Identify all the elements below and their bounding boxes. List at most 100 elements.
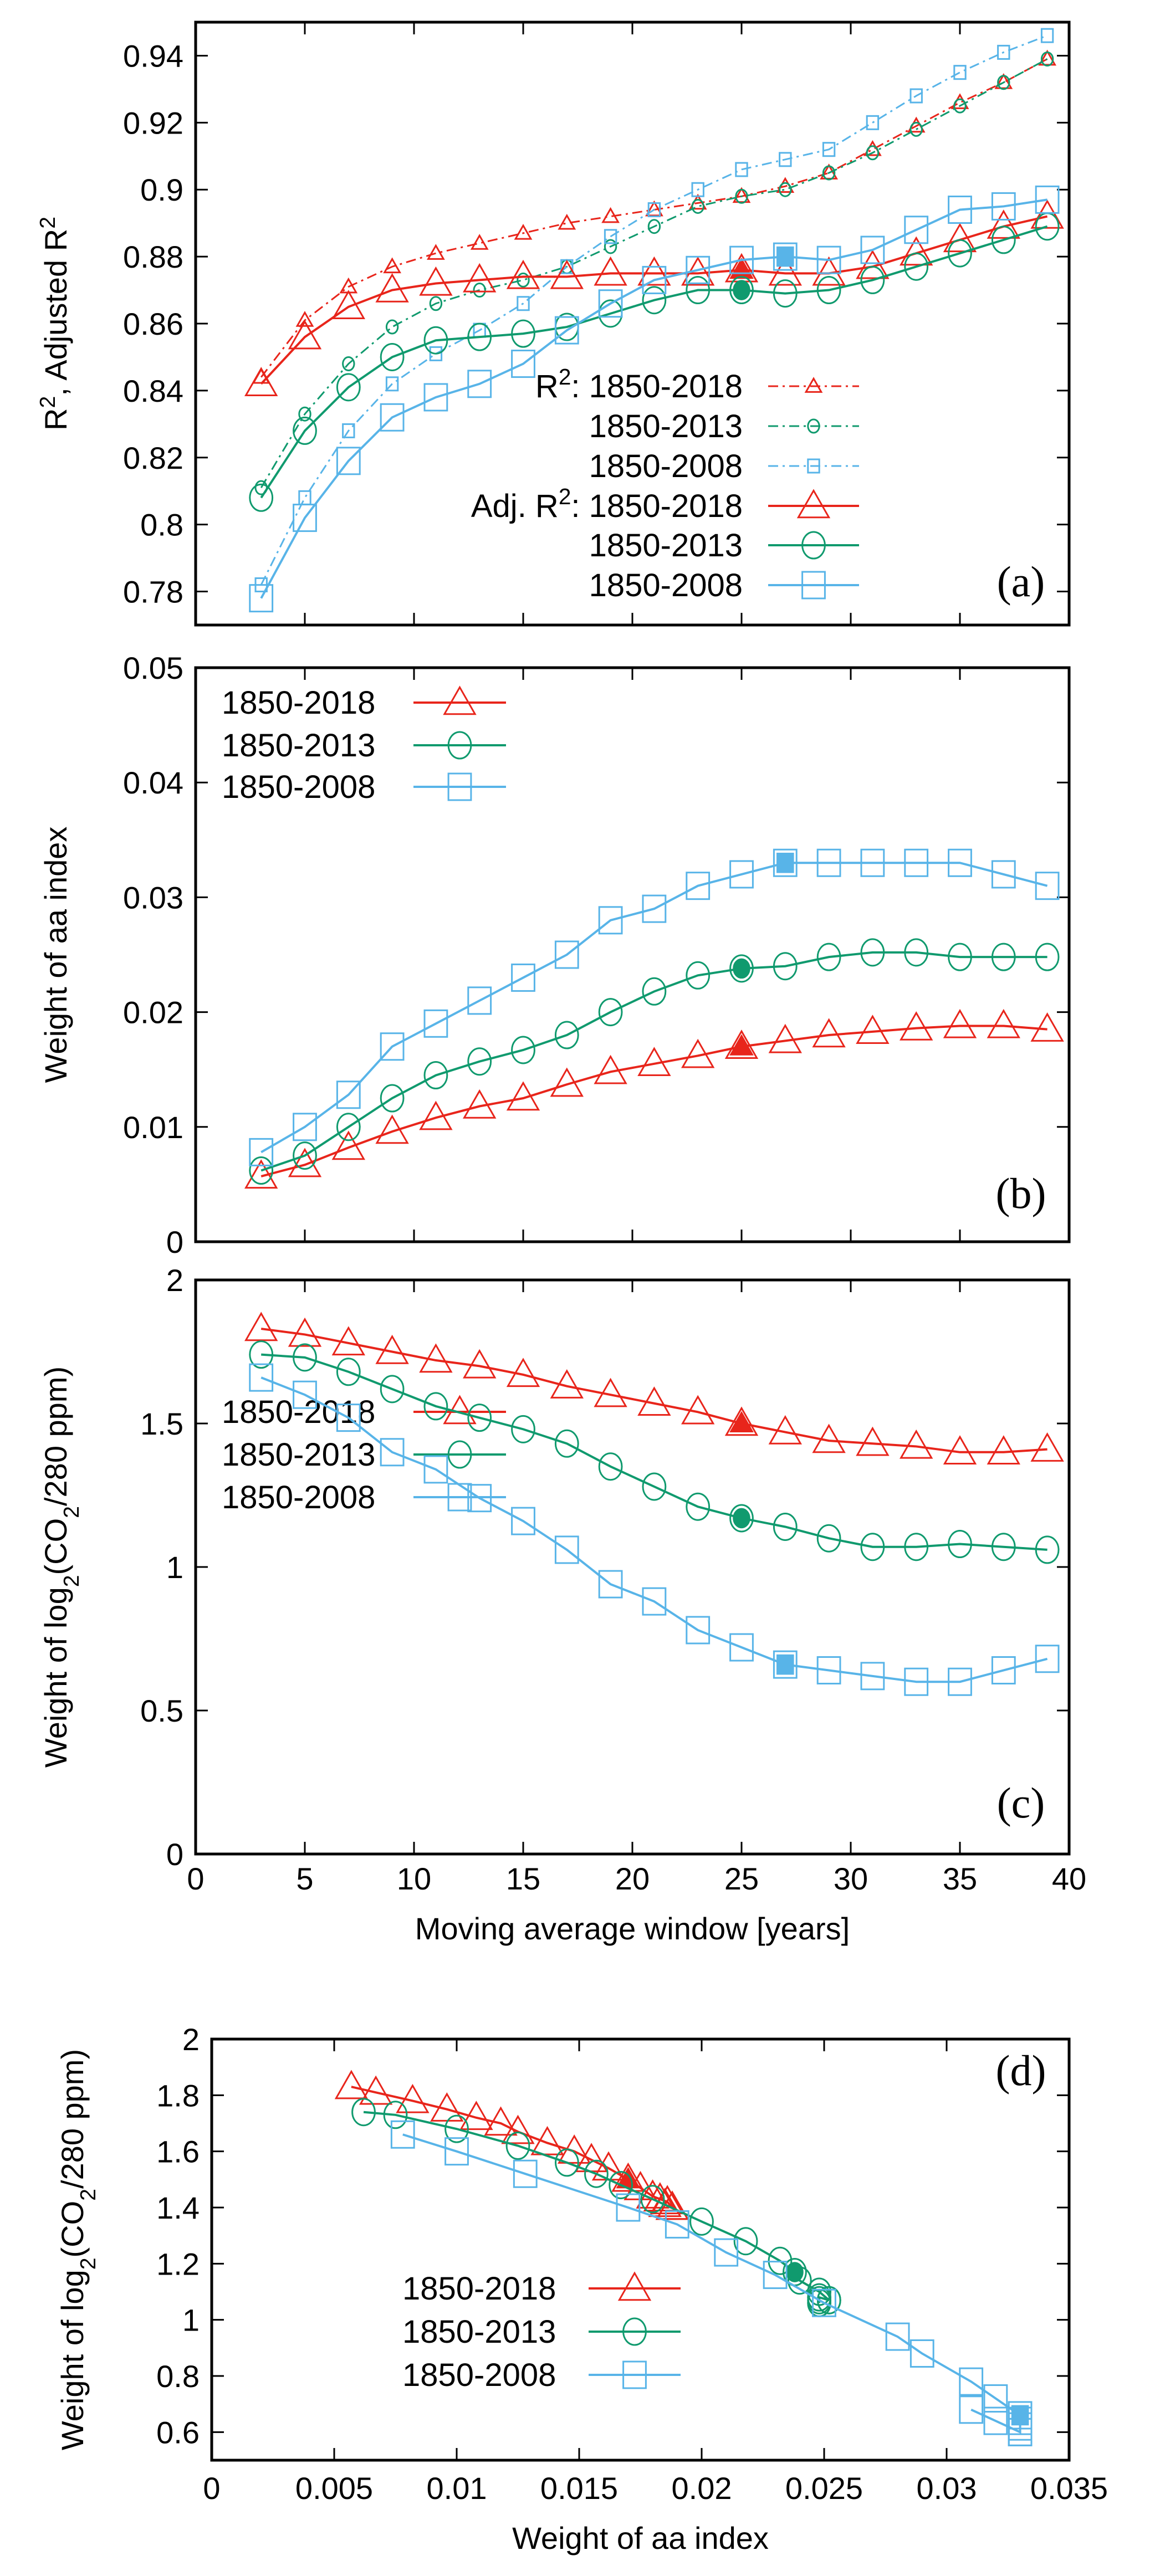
data-point [648, 2188, 682, 2217]
data-point [991, 860, 1016, 889]
y-tick-label: 0 [166, 1837, 183, 1872]
data-point [429, 346, 443, 361]
data-point [511, 1415, 535, 1443]
label-part: /280 ppm) [38, 1366, 73, 1506]
y-tick-label: 0.84 [123, 373, 183, 408]
label-part: Weight of log [55, 2270, 90, 2450]
legend-entry: 1850-2013 [222, 1437, 506, 1473]
data-point [467, 1047, 492, 1076]
legend-entry: 1850-2018 [222, 1394, 506, 1430]
data-point [735, 188, 748, 204]
y-axis-label: R2, Adjusted R2 [36, 217, 74, 431]
data-point [293, 1141, 317, 1170]
data-point [616, 2193, 641, 2222]
y-tick-label: 1.5 [140, 1406, 183, 1441]
legend-series-name: 1850-2018 [589, 488, 743, 524]
label-part: 2 [76, 2189, 100, 2201]
legend-marker [801, 531, 826, 560]
data-point [293, 1113, 317, 1141]
data-point [860, 235, 885, 264]
y-tick-label: 0.01 [123, 1110, 183, 1145]
data-point [598, 1570, 623, 1599]
series-1850-2018-0 [244, 1312, 1064, 1464]
data-point [681, 1038, 715, 1068]
data-point [380, 1375, 405, 1404]
y-axis-label: Weight of log2(CO2/280 ppm) [55, 2049, 100, 2450]
legend-series-name: 1850-2008 [589, 448, 743, 484]
data-point [816, 848, 841, 877]
data-point [390, 2120, 415, 2149]
data-point [550, 1067, 584, 1097]
series-1850-2008-2 [390, 2120, 1033, 2446]
data-point [288, 1148, 322, 1177]
data-point [637, 1386, 671, 1416]
series-1850-2018-3 [244, 199, 1064, 396]
panel-label: (d) [996, 2046, 1046, 2094]
data-point [380, 403, 405, 432]
y-tick-label: 1 [182, 2303, 200, 2338]
data-point [604, 229, 617, 244]
data-point [513, 2159, 538, 2188]
data-point [787, 2266, 812, 2295]
y-tick-label: 0.82 [123, 441, 183, 475]
legend-marker [622, 2360, 647, 2389]
data-point [900, 236, 933, 266]
data-point [953, 65, 967, 80]
x-tick-label: 0.035 [1030, 2471, 1108, 2506]
legend-marker [807, 418, 820, 434]
data-point [885, 2322, 910, 2351]
data-point [550, 1369, 584, 1399]
legend-prefix: R [535, 368, 559, 404]
x-tick-label: 0 [187, 1861, 204, 1896]
data-point [900, 1011, 933, 1041]
data-point-highlighted [733, 280, 750, 300]
data-point [511, 1507, 535, 1535]
data-point [773, 1512, 798, 1541]
data-point [1038, 49, 1056, 66]
data-point [642, 977, 667, 1006]
label-part: /280 ppm) [55, 2049, 90, 2189]
series-1850-2013-1 [249, 938, 1060, 1185]
data-point [1040, 51, 1054, 66]
data-point [812, 256, 846, 286]
data-point [594, 256, 627, 286]
data-point [249, 584, 274, 613]
data-point [991, 1656, 1016, 1684]
data-point [470, 234, 489, 250]
data-point [735, 162, 748, 177]
data-point [427, 244, 445, 260]
legend-marker [447, 1483, 472, 1512]
data-point [1030, 1432, 1064, 1462]
x-tick-label: 0.03 [917, 2471, 977, 2506]
series-line [260, 58, 1048, 488]
series-line [260, 862, 1048, 1154]
data-point [249, 1340, 274, 1369]
data-point [953, 98, 967, 114]
data-point [598, 906, 623, 935]
data-point [729, 276, 754, 305]
data-point [816, 1524, 841, 1553]
data-point [642, 265, 667, 294]
panel-d: 0 0.005 0.01 0.015 0.02 0.025 0.03 0.035 0.6 0.8 1… [55, 2022, 1108, 2555]
x-tick-label: 0.025 [785, 2471, 863, 2506]
data-point [383, 2101, 408, 2129]
data-point-highlighted [776, 246, 794, 267]
series-1850-2008-5 [249, 185, 1060, 613]
y-tick-label: 0.04 [123, 765, 183, 800]
data-point [249, 1363, 274, 1392]
data-point [293, 1343, 317, 1372]
data-point [943, 1008, 977, 1038]
series-line [260, 1025, 1047, 1177]
legend-marker [807, 458, 820, 474]
data-point [331, 1130, 365, 1160]
y-tick-label: 0.8 [140, 508, 183, 542]
data-point [856, 1015, 890, 1044]
data-point [1035, 1645, 1060, 1673]
data-point [637, 1047, 671, 1077]
data-point [773, 1650, 798, 1679]
data-point [773, 952, 798, 981]
data-point [991, 192, 1016, 221]
legend-entry: Adj. R2: 1850-2018 [471, 484, 859, 524]
